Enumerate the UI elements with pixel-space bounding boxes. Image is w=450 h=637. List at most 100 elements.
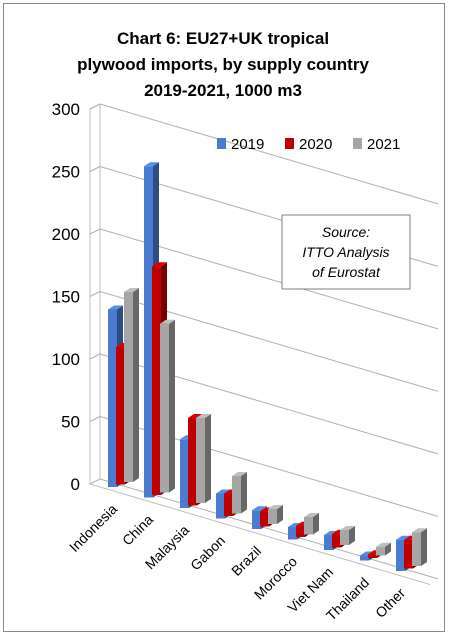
bar-front [180, 439, 189, 508]
bar-front [260, 511, 269, 527]
bar-front [144, 166, 153, 498]
bar-side [241, 472, 247, 514]
bar-group-malaysia [180, 414, 211, 508]
x-tick-label: Gabon [187, 532, 228, 573]
bar-top [144, 162, 159, 167]
bar-front [124, 292, 133, 482]
source-text-line: ITTO Analysis [302, 244, 389, 260]
bar-top [108, 305, 123, 310]
bar [376, 542, 391, 556]
bar-top [340, 526, 355, 530]
legend-label: 2020 [299, 136, 332, 153]
bar-group-morocco [288, 513, 319, 540]
x-tick-label: Thailand [323, 574, 372, 623]
legend-item: 2021 [353, 136, 400, 153]
bar-front [332, 533, 341, 548]
bar-front [108, 309, 117, 487]
bar-top [124, 288, 139, 292]
bar [268, 505, 283, 524]
bar-front [376, 546, 385, 556]
bar-group-thailand [360, 542, 391, 561]
bar-side [133, 288, 139, 482]
gridline-side [89, 478, 101, 485]
legend-swatch [217, 138, 226, 149]
bar-side [385, 542, 391, 556]
x-tick-label: China [119, 511, 156, 548]
bar-group-indonesia [108, 288, 139, 487]
bar-front [404, 539, 413, 569]
bar-front [324, 535, 333, 550]
x-tick-label: Brazil [228, 543, 264, 579]
bar-side [421, 528, 427, 566]
y-tick-label: 200 [52, 225, 80, 244]
bar-top [304, 513, 319, 517]
y-axis: 0 50 100 150 200 250 300 [52, 100, 80, 494]
bar-front [360, 555, 369, 561]
legend-label: 2019 [231, 136, 264, 153]
legend-swatch [285, 138, 294, 149]
legend: 2019 2020 2021 [217, 136, 400, 153]
bar-front [268, 509, 277, 524]
bar-top [396, 535, 411, 540]
bar-front [296, 525, 305, 537]
bar-group-gabon [216, 472, 247, 519]
bar-top [412, 528, 427, 533]
bar-side [205, 414, 211, 503]
bar-front [116, 347, 125, 485]
bar-top [268, 505, 283, 509]
bar-front [188, 418, 197, 506]
legend-label: 2021 [367, 136, 400, 153]
gridline [99, 478, 439, 580]
bar-top [232, 472, 247, 476]
bar-group-viet-nam [324, 526, 355, 550]
bar [304, 513, 319, 535]
bar-front [152, 266, 161, 495]
y-tick-label: 250 [52, 163, 80, 182]
y-tick-label: 100 [52, 350, 80, 369]
gridline-side [89, 166, 101, 172]
bar-front [396, 539, 405, 571]
bar-side [277, 505, 283, 524]
bar-front [216, 493, 225, 519]
bar-front [340, 530, 349, 545]
bar-side [349, 526, 355, 545]
x-tick-label: Other [372, 585, 408, 621]
bar-top [216, 489, 231, 494]
bar [412, 528, 427, 566]
bars [108, 162, 427, 571]
chart-title-line-1: Chart 6: EU27+UK tropical [117, 29, 329, 48]
bar [160, 319, 175, 493]
bar-front [304, 517, 313, 535]
legend-swatch [353, 138, 362, 149]
gridline [99, 103, 439, 205]
bar-side [169, 319, 175, 493]
bar-top [252, 506, 267, 511]
bar-top [188, 414, 203, 418]
gridline-side [89, 228, 101, 235]
gridline-side [89, 103, 101, 110]
gridline-side [89, 353, 101, 360]
bar-front [412, 532, 421, 566]
x-tick-label: Indonesia [66, 501, 120, 555]
legend-item: 2020 [285, 136, 332, 153]
bar-top [160, 319, 175, 324]
bar-front [160, 323, 169, 493]
bar-front [232, 476, 241, 514]
chart-frame: Chart 6: EU27+UK tropical plywood import… [3, 3, 445, 632]
bar [124, 288, 139, 482]
y-tick-label: 50 [61, 413, 80, 432]
bar-side [313, 513, 319, 535]
bar-group-china [144, 162, 175, 498]
bar [232, 472, 247, 514]
source-text-line: of Eurostat [312, 264, 381, 280]
bar-front [368, 554, 377, 558]
bar-group-brazil [252, 505, 283, 529]
chart-title: Chart 6: EU27+UK tropical plywood import… [77, 29, 369, 100]
bar-top [376, 542, 391, 547]
gridline-side [89, 416, 101, 422]
source-text-line: Source: [322, 224, 370, 240]
chart-title-line-3: 2019-2021, 1000 m3 [144, 81, 302, 100]
legend-item: 2019 [217, 136, 264, 153]
source-box-frame [281, 214, 411, 290]
bar-group-other [396, 528, 427, 571]
